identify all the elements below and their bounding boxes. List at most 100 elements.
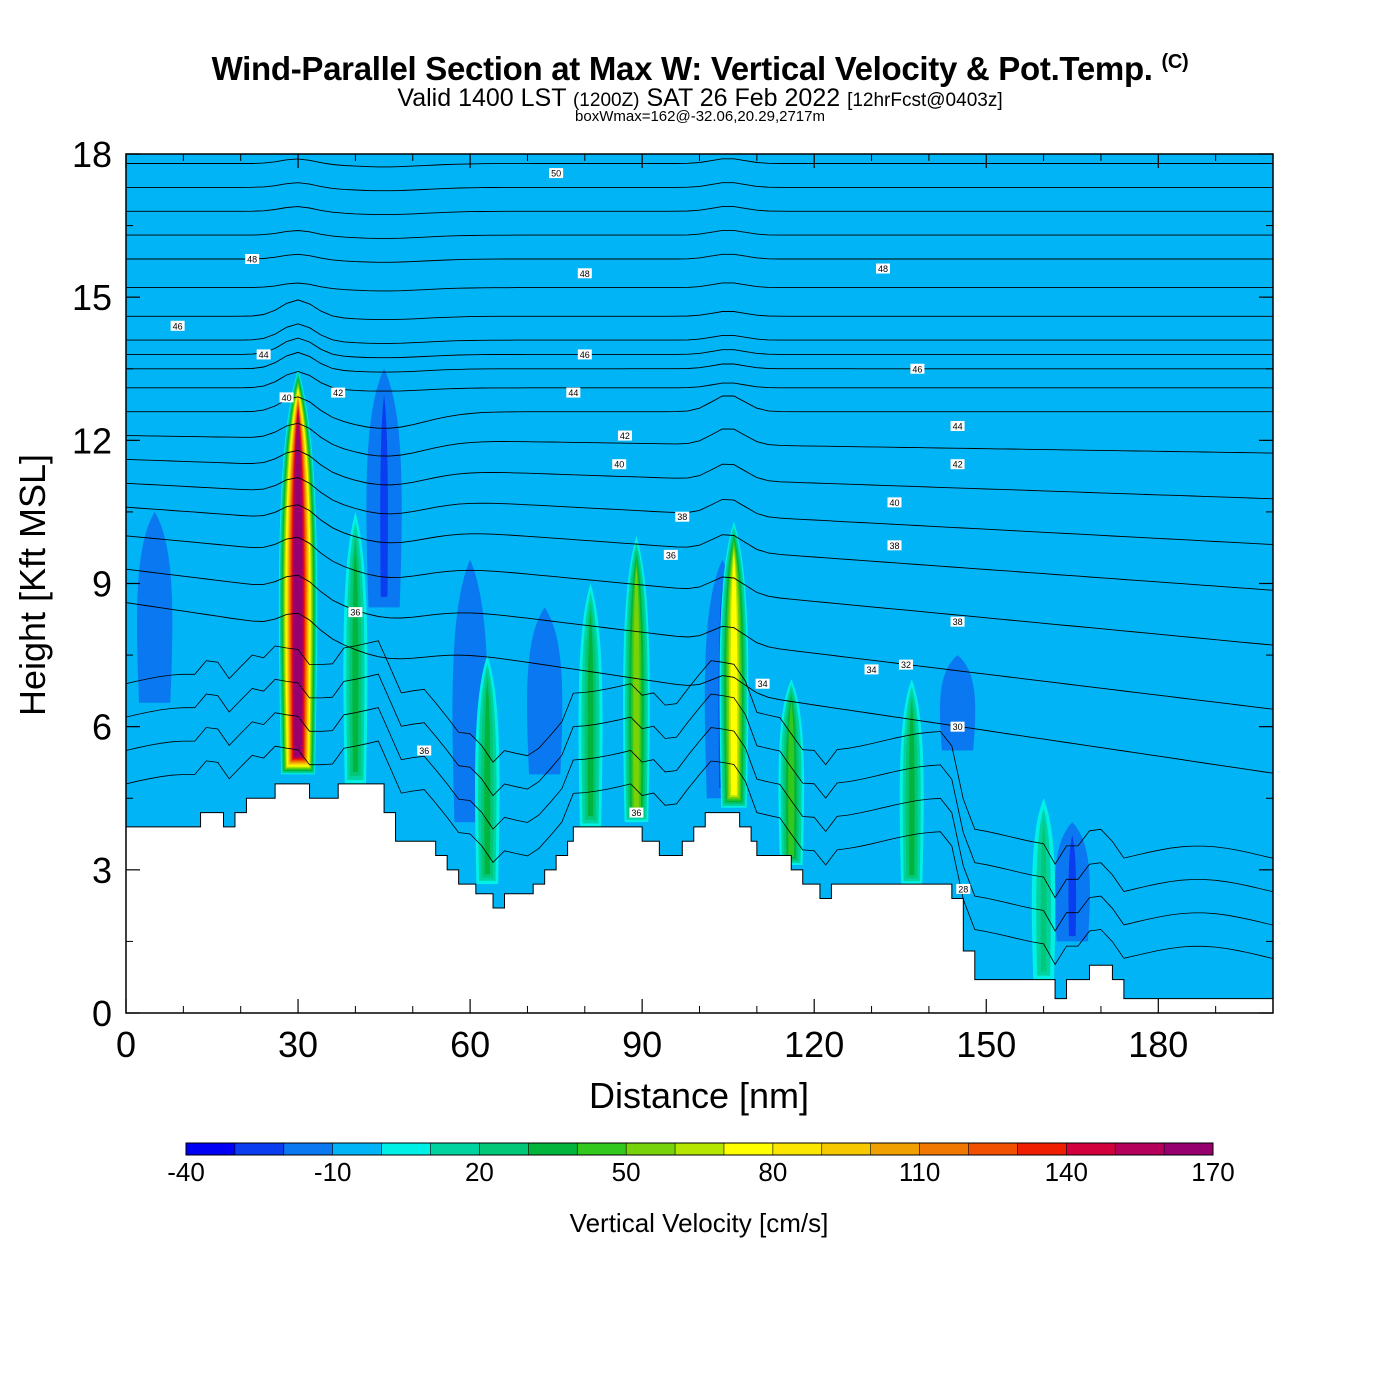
colorbar-swatch xyxy=(968,1143,1018,1155)
isentrope-label-text: 40 xyxy=(614,460,624,470)
colorbar-swatch xyxy=(332,1143,383,1155)
isentrope-label: 46 xyxy=(910,363,925,374)
isentrope-label-text: 38 xyxy=(677,512,687,522)
y-tick-label: 12 xyxy=(72,420,112,461)
isentrope-line xyxy=(126,535,1273,646)
isentrope-line xyxy=(126,449,1273,500)
downdraft-cell xyxy=(527,607,563,775)
isentrope-label-bg xyxy=(898,659,913,670)
isentrope-label: 44 xyxy=(566,387,581,398)
valid-date: SAT 26 Feb 2022 xyxy=(646,84,841,112)
colorbar-swatch xyxy=(283,1143,334,1155)
isentrope-label-text: 50 xyxy=(551,169,561,179)
colorbar-swatch xyxy=(381,1143,432,1155)
y-tick-label: 18 xyxy=(72,134,112,175)
isentrope-label-bg xyxy=(910,363,925,374)
isentrope-label-text: 42 xyxy=(333,388,343,398)
isentrope-label: 44 xyxy=(256,349,271,360)
y-tick-label: 6 xyxy=(92,707,112,748)
isentrope-label-text: 36 xyxy=(666,550,676,560)
isentrope-label-bg xyxy=(887,497,902,508)
isentrope-label-bg xyxy=(348,607,363,618)
isentrope-label-bg xyxy=(612,459,627,470)
downdraft-cell xyxy=(380,394,388,597)
isentrope-label: 34 xyxy=(864,664,879,675)
isentrope-label: 38 xyxy=(675,511,690,522)
y-tick-label: 9 xyxy=(92,564,112,605)
isentrope-label-bg xyxy=(417,745,432,756)
terrain-mask xyxy=(125,783,1274,1014)
colorbar-tick-label: 170 xyxy=(1191,1157,1234,1187)
colorbar-swatch xyxy=(1066,1143,1116,1155)
colorbar-swatch xyxy=(626,1143,676,1155)
updraft-cell xyxy=(633,567,640,810)
colorbar-swatch xyxy=(234,1143,285,1155)
colorbar-tick-label: 140 xyxy=(1045,1157,1088,1187)
isentrope-label-bg xyxy=(566,387,581,398)
isentrope-label: 48 xyxy=(577,268,592,279)
isentrope-label-text: 36 xyxy=(631,808,641,818)
isentrope-label-text: 48 xyxy=(878,264,888,274)
isentrope-label: 28 xyxy=(956,883,971,894)
updraft-cell xyxy=(294,413,303,757)
x-axis-label: Distance [nm] xyxy=(589,1075,809,1116)
isentrope-label-bg xyxy=(331,387,346,398)
isentrope-line xyxy=(126,740,1273,966)
isentrope-label-text: 44 xyxy=(568,388,578,398)
isentrope-line xyxy=(126,337,1273,359)
colorbar-swatch xyxy=(919,1143,969,1155)
isentrope-label: 40 xyxy=(279,392,294,403)
isentrope-label: 50 xyxy=(549,168,564,179)
x-tick-label: 0 xyxy=(116,1024,136,1065)
isentrope-label-text: 42 xyxy=(620,431,630,441)
isentrope-label-text: 34 xyxy=(758,679,768,689)
colorbar-tick-label: 50 xyxy=(612,1157,641,1187)
isentrope-label-text: 48 xyxy=(580,269,590,279)
downdraft-cell xyxy=(137,511,173,703)
isentrope-label-text: 42 xyxy=(953,460,963,470)
isentrope-label: 44 xyxy=(950,421,965,432)
isentrope-label-text: 46 xyxy=(580,350,590,360)
isentrope-label: 30 xyxy=(950,721,965,732)
isentrope-label-text: 44 xyxy=(259,350,269,360)
isentrope-label-text: 36 xyxy=(350,608,360,618)
isentrope-label-text: 38 xyxy=(889,541,899,551)
isentrope-line xyxy=(126,206,1273,216)
isentrope-line xyxy=(126,477,1273,545)
isentrope-label: 48 xyxy=(245,253,260,264)
colorbar-tick-label: -40 xyxy=(167,1157,205,1187)
isentrope-line xyxy=(126,504,1273,591)
isentrope-labels: 50 48 48 48 46 46 46 44 44 44 42 42 42 40 40 40 38 38 38 36… xyxy=(170,168,971,894)
isentrope-label-text: 36 xyxy=(419,746,429,756)
isentrope-label-text: 46 xyxy=(173,321,183,331)
valid-zulu: (1200Z) xyxy=(572,90,640,111)
x-tick-label: 60 xyxy=(450,1024,490,1065)
colorbar-swatch xyxy=(479,1143,529,1155)
isentrope-label-bg xyxy=(956,883,971,894)
isentrope-label: 36 xyxy=(663,549,678,560)
isentrope-label-bg xyxy=(549,168,564,179)
isentrope-label: 36 xyxy=(417,745,432,756)
isentrope-label-text: 32 xyxy=(901,660,911,670)
isentrope-line xyxy=(126,253,1273,263)
valid-time: Valid 1400 LST xyxy=(397,84,567,112)
isentrope-label: 32 xyxy=(898,659,913,670)
isentrope-label-bg xyxy=(755,678,770,689)
colorbar-swatch xyxy=(430,1143,480,1155)
chart-title: Wind-Parallel Section at Max W: Vertical… xyxy=(0,50,1400,88)
updraft-cell xyxy=(788,699,795,857)
colorbar-swatch xyxy=(577,1143,627,1155)
x-tick-label: 150 xyxy=(956,1024,1016,1065)
x-tick-label: 120 xyxy=(784,1024,844,1065)
isentrope-label-bg xyxy=(950,459,965,470)
isentrope-line xyxy=(126,422,1273,457)
chart-title-text: Wind-Parallel Section at Max W: Vertical… xyxy=(211,50,1153,87)
isentrope-label-bg xyxy=(279,392,294,403)
x-tick-label: 90 xyxy=(622,1024,662,1065)
isentrope-label-text: 44 xyxy=(953,422,963,432)
isentrope-label: 42 xyxy=(950,459,965,470)
isentrope-line xyxy=(126,371,1273,392)
colorbar-swatch xyxy=(675,1143,725,1155)
isentrope-line xyxy=(126,351,1273,373)
